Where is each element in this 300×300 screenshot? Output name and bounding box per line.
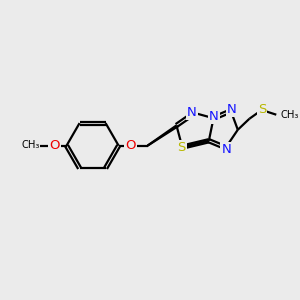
Text: S: S: [177, 142, 186, 154]
Text: N: N: [187, 106, 197, 118]
Text: O: O: [125, 139, 136, 152]
Text: O: O: [49, 139, 60, 152]
Text: CH₃: CH₃: [21, 140, 40, 150]
Text: N: N: [226, 103, 236, 116]
Text: N: N: [221, 142, 231, 156]
Text: CH₃: CH₃: [280, 110, 299, 120]
Text: S: S: [258, 103, 266, 116]
Text: N: N: [209, 110, 219, 123]
